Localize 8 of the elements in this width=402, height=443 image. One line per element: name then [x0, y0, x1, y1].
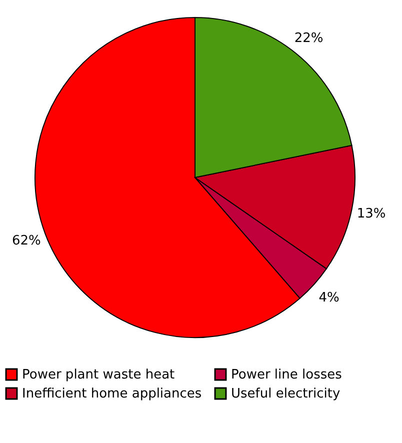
legend-label: Inefficient home appliances [22, 386, 202, 402]
data-label: 22% [294, 31, 324, 46]
data-label: 62% [12, 234, 41, 249]
legend-label: Useful electricity [231, 386, 341, 402]
data-label: 13% [356, 206, 386, 222]
legend-label: Power plant waste heat [22, 368, 175, 383]
legend-label: Power line losses [231, 368, 342, 383]
data-label: 4% [318, 290, 340, 306]
